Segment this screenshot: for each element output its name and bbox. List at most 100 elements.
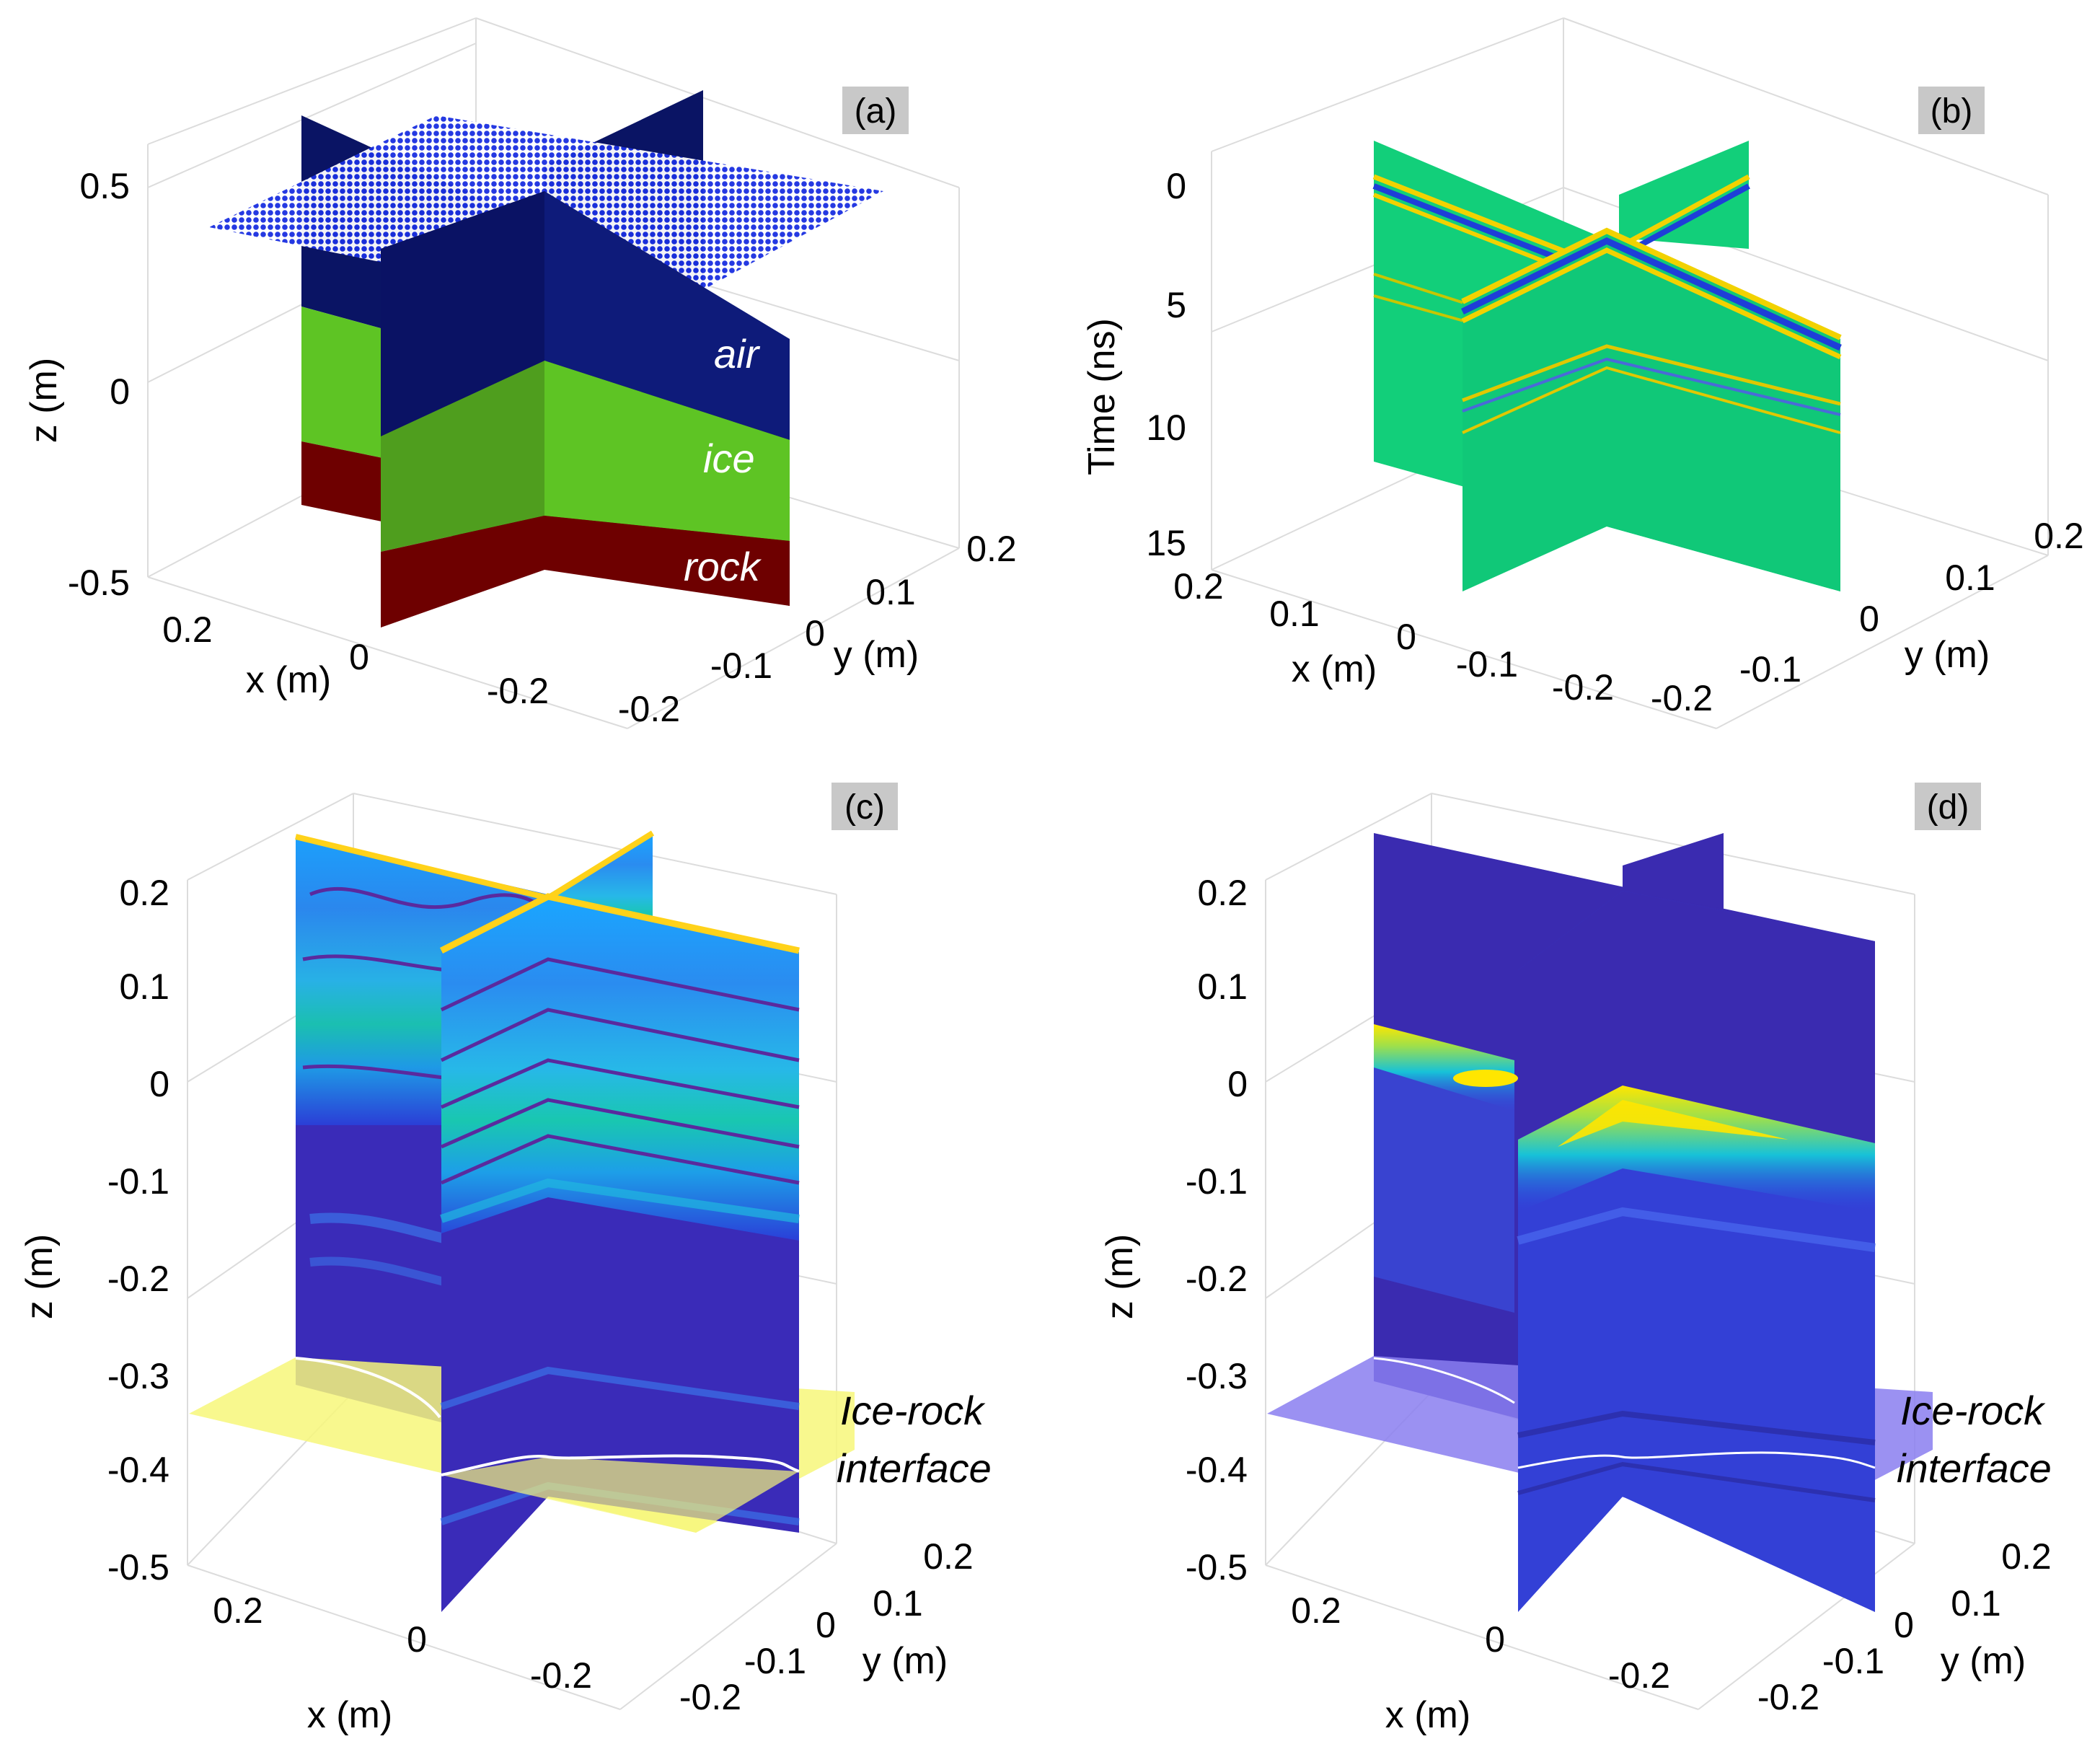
tick-label: 0.1 bbox=[873, 1583, 923, 1624]
tick-label: 0 bbox=[407, 1619, 427, 1660]
tick-label: 5 bbox=[1166, 285, 1186, 325]
panel-c-label: (c) bbox=[844, 788, 885, 827]
tick-label: 0 bbox=[816, 1605, 836, 1645]
panel-b-label: (b) bbox=[1931, 92, 1973, 131]
tick-label: -0.5 bbox=[1186, 1547, 1248, 1588]
panel-d-x-label: x (m) bbox=[1385, 1694, 1470, 1736]
tick-label: -0.2 bbox=[679, 1677, 741, 1717]
panel-b: (b) 0 5 10 15 Time (ns) 0.2 0.1 0 -0.1 -… bbox=[1081, 17, 2084, 729]
tick-label: 0 bbox=[1859, 599, 1879, 639]
panel-a-z-label: z (m) bbox=[23, 358, 65, 443]
panel-a-x-label: x (m) bbox=[246, 659, 331, 701]
tick-label: 0.2 bbox=[2001, 1536, 2052, 1577]
tick-label: 0.2 bbox=[2034, 516, 2084, 556]
panel-b-front-slab bbox=[1461, 227, 1842, 591]
panel-c-x-label: x (m) bbox=[307, 1694, 392, 1736]
tick-label: 0.2 bbox=[966, 529, 1017, 569]
panel-b-y-ticks: 0.2 0.1 0 -0.1 -0.2 bbox=[1651, 516, 2084, 718]
panel-c-label-box bbox=[831, 783, 898, 830]
tick-label: -0.3 bbox=[1186, 1356, 1248, 1396]
tick-label: 0.1 bbox=[865, 572, 916, 612]
tick-label: 0 bbox=[349, 637, 369, 677]
tick-label: -0.1 bbox=[1456, 644, 1518, 684]
panel-c-interface-curve-back bbox=[295, 1357, 441, 1419]
tick-label: -0.5 bbox=[107, 1547, 169, 1588]
tick-label: 0 bbox=[805, 613, 825, 653]
tick-label: 0.2 bbox=[162, 609, 213, 650]
panel-a-rock-label: rock bbox=[684, 544, 762, 589]
panel-c: (c) Ice-rock interface 0.2 0.1 0 -0.1 -0… bbox=[19, 783, 992, 1736]
panel-a-y-label: y (m) bbox=[834, 634, 919, 676]
tick-label: 0.1 bbox=[1951, 1583, 2001, 1624]
tick-label: -0.2 bbox=[487, 671, 549, 711]
tick-label: 0 bbox=[1485, 1619, 1505, 1660]
tick-label: -0.2 bbox=[1552, 667, 1614, 708]
tick-label: 0 bbox=[110, 371, 130, 412]
panel-b-label-box bbox=[1918, 87, 1985, 134]
panel-d-y-ticks: 0.2 0.1 0 -0.1 -0.2 bbox=[1757, 1536, 2052, 1717]
tick-label: 0 bbox=[1894, 1605, 1914, 1645]
panel-c-y-ticks: 0.2 0.1 0 -0.1 -0.2 bbox=[679, 1536, 974, 1717]
panel-d-z-ticks: 0.2 0.1 0 -0.1 -0.2 -0.3 -0.4 -0.5 bbox=[1186, 873, 1248, 1588]
panel-a-ice-label: ice bbox=[703, 436, 755, 481]
panel-d-interface-curve-front bbox=[1517, 1451, 1876, 1469]
tick-label: -0.2 bbox=[1608, 1655, 1670, 1696]
tick-label: 0.2 bbox=[923, 1536, 974, 1577]
tick-label: -0.2 bbox=[618, 689, 680, 729]
panel-c-x-ticks: 0.2 0 -0.2 bbox=[213, 1590, 592, 1696]
panel-d-label-box bbox=[1915, 783, 1981, 830]
tick-label: 0.2 bbox=[1173, 566, 1224, 607]
panel-a: air ice rock (a) 0.5 0 -0.5 z (m) 0.2 0 … bbox=[23, 17, 1017, 729]
tick-label: -0.1 bbox=[1822, 1641, 1884, 1681]
panel-d-interface-curve-back bbox=[1373, 1357, 1515, 1404]
panel-a-front-slab bbox=[381, 191, 790, 628]
panel-b-y-label: y (m) bbox=[1905, 634, 1990, 676]
tick-label: -0.2 bbox=[530, 1655, 592, 1696]
panel-b-x-ticks: 0.2 0.1 0 -0.1 -0.2 bbox=[1173, 566, 1614, 708]
tick-label: -0.2 bbox=[1757, 1677, 1819, 1717]
tick-label: -0.4 bbox=[107, 1450, 169, 1490]
panel-c-z-ticks: 0.2 0.1 0 -0.1 -0.2 -0.3 -0.4 -0.5 bbox=[107, 873, 169, 1588]
tick-label: -0.1 bbox=[1186, 1161, 1248, 1202]
tick-label: 0 bbox=[1396, 617, 1416, 657]
panel-a-z-ticks: 0.5 0 -0.5 bbox=[68, 166, 130, 603]
tick-label: -0.4 bbox=[1186, 1450, 1248, 1490]
tick-label: 0.2 bbox=[1291, 1590, 1341, 1631]
tick-label: 0 bbox=[1227, 1064, 1248, 1104]
panel-b-x-label: x (m) bbox=[1292, 648, 1377, 690]
panel-d-front-slab bbox=[1517, 891, 1876, 1612]
tick-label: 0.1 bbox=[119, 966, 169, 1007]
panel-d: (d) Ice-rock interface 0.2 0.1 0 -0.1 -0… bbox=[1099, 783, 2052, 1736]
tick-label: 0.2 bbox=[213, 1590, 263, 1631]
panel-c-front-slab bbox=[439, 893, 800, 1612]
tick-label: -0.3 bbox=[107, 1356, 169, 1396]
tick-label: 10 bbox=[1146, 408, 1186, 448]
tick-label: 0.2 bbox=[1197, 873, 1248, 913]
panel-b-z-ticks: 0 5 10 15 bbox=[1146, 166, 1186, 563]
tick-label: 0.1 bbox=[1197, 966, 1248, 1007]
tick-label: 0.1 bbox=[1945, 558, 1995, 598]
tick-label: 0 bbox=[1166, 166, 1186, 206]
panel-a-y-ticks: 0.2 0.1 0 -0.1 -0.2 bbox=[618, 529, 1017, 729]
tick-label: 15 bbox=[1146, 523, 1186, 563]
panel-d-label: (d) bbox=[1927, 788, 1969, 827]
panel-d-annotation-line2: interface bbox=[1897, 1445, 2052, 1491]
panel-d-y-label: y (m) bbox=[1941, 1640, 2026, 1682]
panel-a-label: (a) bbox=[855, 92, 897, 131]
tick-label: -0.5 bbox=[68, 563, 130, 603]
tick-label: -0.1 bbox=[710, 646, 772, 686]
panel-c-z-label: z (m) bbox=[19, 1234, 61, 1319]
panel-d-annotation-line1: Ice-rock bbox=[1900, 1388, 2046, 1433]
panel-b-z-label: Time (ns) bbox=[1081, 318, 1123, 475]
panel-c-interface-curve-front bbox=[441, 1454, 800, 1476]
tick-label: -0.2 bbox=[1186, 1259, 1248, 1299]
tick-label: -0.1 bbox=[744, 1641, 806, 1681]
panel-c-annotation-line1: Ice-rock bbox=[840, 1388, 986, 1433]
tick-label: 0.2 bbox=[119, 873, 169, 913]
tick-label: -0.1 bbox=[107, 1161, 169, 1202]
panel-c-y-label: y (m) bbox=[862, 1640, 948, 1682]
panel-a-air-label: air bbox=[714, 331, 761, 376]
panel-d-x-ticks: 0.2 0 -0.2 bbox=[1291, 1590, 1670, 1696]
tick-label: 0.1 bbox=[1269, 594, 1320, 634]
